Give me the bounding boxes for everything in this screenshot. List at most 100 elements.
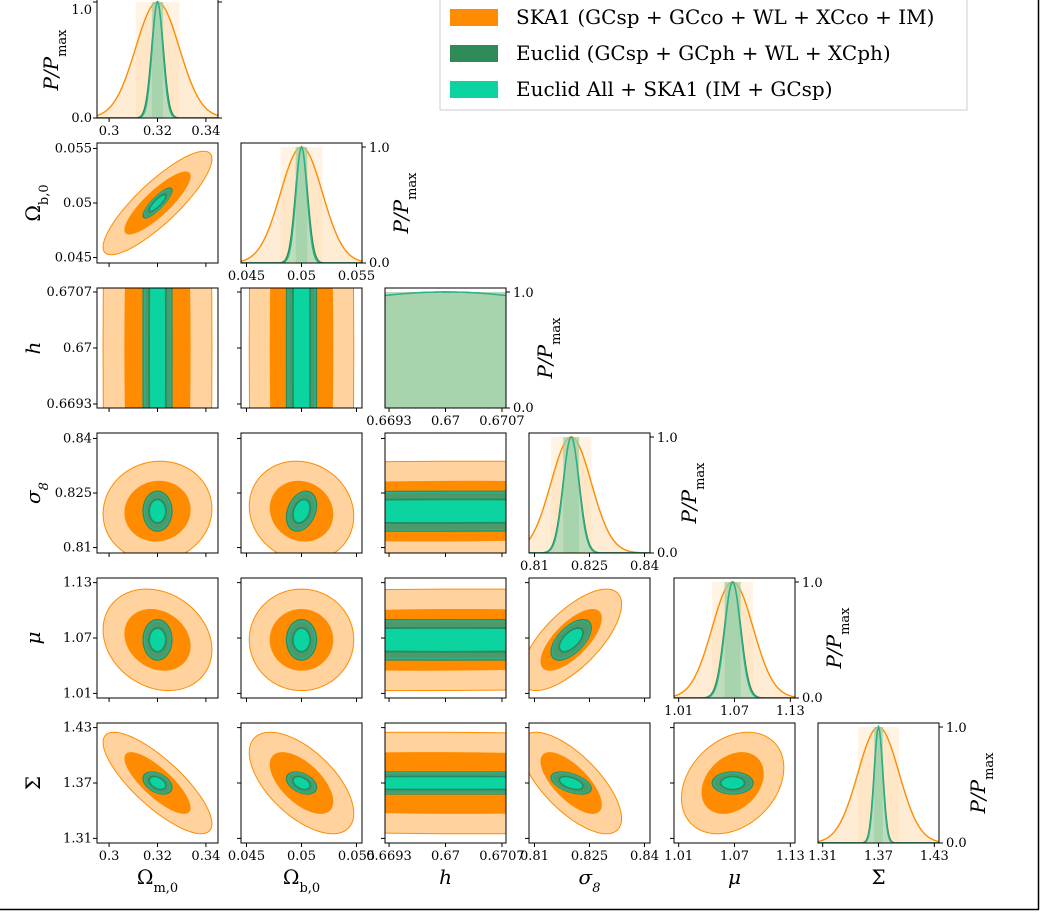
panel-frame-5-2	[384, 722, 507, 844]
legend-swatch-euclid	[450, 45, 498, 62]
ylabel-3-text: σ8	[21, 482, 52, 504]
panel-frame-3-0	[96, 432, 219, 554]
panel-3-1	[237, 432, 363, 557]
panel-2-2	[384, 287, 510, 412]
legend-swatch-ska1	[450, 9, 498, 26]
contour-1sigma-Combined	[149, 499, 166, 524]
ytick-label-4-1: 1.07	[63, 631, 92, 646]
marginal-band-Combined	[152, 2, 163, 118]
panel-content	[529, 436, 650, 553]
ytick-label-2-1: 0.67	[63, 341, 92, 356]
xtick-label-0-0-1: 0.32	[143, 124, 172, 139]
xtick-label-5-4-0: 1.01	[664, 849, 693, 864]
xtick-label-5-4-2: 1.13	[776, 849, 805, 864]
marginal-curve-Combined	[97, 0, 218, 118]
panel-frame-3-2	[384, 432, 507, 554]
marginal-ticklabel-1: 1.0	[71, 3, 92, 18]
marginal-ylabel-1: P/Pmax	[389, 172, 420, 235]
ytick-label-3-0: 0.81	[63, 541, 92, 556]
marginal-fill-Combined	[818, 727, 939, 843]
xlabel-1-text: Ωb,0	[283, 865, 320, 896]
ylabel-5-text: Σ	[21, 776, 45, 790]
panel-3-3	[528, 432, 654, 557]
panel-frame-5-1	[240, 722, 363, 844]
xtick-label-2-2-2: 0.6707	[479, 414, 525, 429]
xtick-label-5-5-1: 1.37	[864, 849, 893, 864]
contour-1sigma-Combined	[149, 288, 166, 408]
xtick-label-3-3-0: 0.81	[520, 559, 549, 574]
marginal-band-Combined	[874, 727, 883, 843]
marginal-ylabel-5: P/Pmax	[966, 752, 997, 815]
panel-4-1	[237, 577, 363, 702]
panel-5-3	[525, 722, 651, 847]
panel-content	[97, 0, 218, 118]
ytick-label-1-2: 0.055	[55, 141, 92, 156]
ytick-label-5-1: 1.37	[63, 776, 92, 791]
marginal-ylabel-4: P/Pmax	[822, 607, 853, 670]
panel-content	[248, 588, 355, 692]
contour-1sigma-Combined	[385, 499, 506, 524]
xtick-label-5-4-1: 1.07	[720, 849, 749, 864]
contour-1sigma-Combined	[149, 627, 166, 652]
marginal-ticklabel-1-2: 1.0	[513, 286, 534, 301]
contour-1sigma-Combined	[292, 627, 311, 652]
marginal-ticklabel-0-1: 0.0	[369, 256, 390, 271]
panel-frame-3-3	[528, 432, 651, 554]
panel-content	[241, 145, 362, 263]
panel-3-0	[93, 432, 219, 557]
xtick-label-5-3-0: 0.81	[520, 849, 549, 864]
marginal-curve-Combined	[818, 724, 939, 843]
marginal-ylabel-1-text: P/Pmax	[389, 172, 420, 235]
contour-1sigma-Combined	[385, 627, 506, 652]
xtick-label-1-1-2: 0.055	[338, 269, 375, 284]
ytick-label-4-2: 1.13	[63, 576, 92, 591]
panel-5-2	[381, 722, 507, 847]
xtick-label-5-1-0: 0.045	[228, 849, 265, 864]
xtick-label-5-1-2: 0.055	[338, 849, 375, 864]
xtick-label-5-3-2: 0.84	[630, 849, 659, 864]
panel-4-2	[381, 577, 507, 702]
contour-2sigma-Combined	[551, 620, 591, 660]
panel-1-0	[93, 142, 219, 267]
xlabel-5-text: Σ	[871, 865, 885, 889]
xtick-label-2-2-1: 0.67	[431, 414, 460, 429]
xtick-label-3-3-1: 0.825	[571, 559, 608, 574]
ytick-label-3-1: 0.825	[55, 486, 92, 501]
xtick-label-1-1-0: 0.045	[228, 269, 265, 284]
xtick-label-0-0-0: 0.3	[99, 124, 120, 139]
panel-content	[102, 460, 213, 553]
marginal-curve-Combined	[241, 145, 362, 263]
panel-0-0	[93, 0, 222, 122]
marginal-curve-Combined	[529, 436, 650, 553]
marginal-curve-SKA1	[674, 581, 795, 698]
panel-5-5	[817, 722, 943, 847]
marginal-ticklabel-1-3: 1.0	[657, 431, 678, 446]
contour-1sigma-Combined	[149, 776, 166, 790]
panel-content	[529, 588, 623, 692]
panel-3-2	[381, 432, 507, 557]
panel-4-3	[525, 577, 651, 702]
contour-2sigma-Combined	[287, 620, 316, 660]
panel-content	[248, 460, 355, 553]
contour-2sigma-Combined	[551, 772, 591, 794]
panel-frame-1-1	[240, 142, 363, 264]
contour-1sigma-Combined	[559, 627, 584, 652]
xlabel-0-text: Ωm,0	[137, 865, 178, 896]
panel-5-1	[237, 722, 363, 847]
contour-2sigma-Combined	[143, 620, 172, 660]
panel-content	[680, 731, 785, 835]
marginal-ylabel-3-text: P/Pmax	[677, 462, 708, 525]
panel-frame-0-0	[96, 0, 219, 119]
panel-frame-5-3	[528, 722, 651, 844]
panel-4-4	[673, 577, 799, 702]
marginal-ticklabel-1-5: 1.0	[946, 721, 967, 736]
panel-content	[102, 288, 213, 408]
xtick-label-4-4-1: 1.07	[720, 704, 749, 719]
marginal-curve-Combined	[385, 291, 506, 297]
marginal-ylabel-0: P/Pmax	[39, 29, 70, 92]
xtick-label-4-4-2: 1.13	[776, 704, 805, 719]
ytick-label-1-1: 0.05	[63, 196, 92, 211]
marginal-fill-Combined	[241, 147, 362, 263]
ytick-label-2-0: 0.6693	[47, 397, 93, 412]
